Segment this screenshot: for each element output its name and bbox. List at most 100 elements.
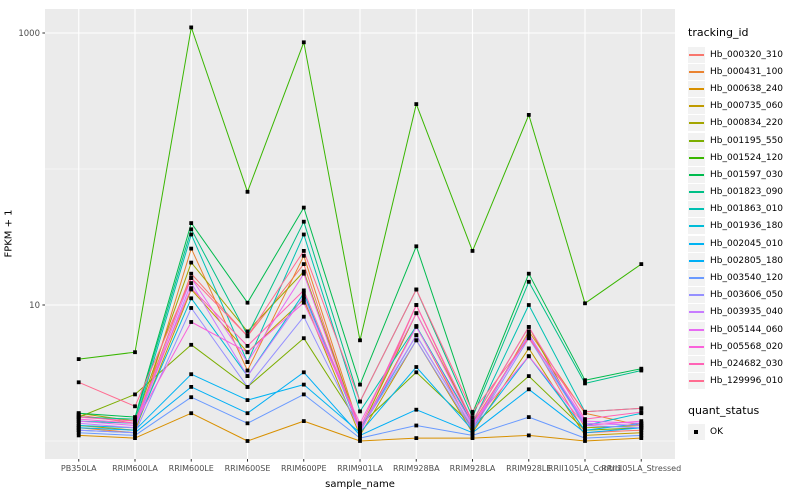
data-point bbox=[414, 407, 419, 412]
data-point bbox=[526, 354, 531, 359]
legend-item-label: Hb_002805_180 bbox=[710, 255, 784, 266]
data-point bbox=[301, 219, 306, 224]
data-point bbox=[245, 344, 250, 348]
legend-key-line-icon bbox=[689, 311, 704, 314]
data-point bbox=[301, 336, 306, 341]
legend-key bbox=[688, 287, 705, 304]
data-point bbox=[414, 244, 419, 249]
legend-key-line-icon bbox=[689, 139, 704, 142]
data-point bbox=[526, 325, 531, 329]
data-point bbox=[358, 436, 362, 440]
x-tick-label: RRIM928LE bbox=[506, 464, 551, 473]
y-tick-label: 1000 bbox=[18, 29, 40, 39]
data-point bbox=[301, 269, 306, 274]
data-point bbox=[301, 205, 306, 210]
data-point bbox=[301, 232, 306, 237]
x-axis-title: sample_name bbox=[325, 479, 395, 490]
data-point bbox=[189, 320, 194, 324]
data-point bbox=[76, 413, 81, 417]
data-point bbox=[245, 398, 250, 402]
data-point bbox=[358, 428, 362, 433]
data-point bbox=[301, 300, 306, 305]
data-point bbox=[301, 297, 306, 302]
data-point bbox=[76, 357, 81, 361]
data-point bbox=[76, 421, 81, 426]
data-point bbox=[526, 332, 531, 337]
data-point bbox=[245, 421, 250, 426]
data-point bbox=[526, 433, 531, 438]
legend-item-Hb_005144_060: Hb_005144_060 bbox=[688, 321, 800, 338]
legend-key bbox=[688, 46, 705, 63]
data-point bbox=[526, 415, 531, 419]
legend-item-label: Hb_000834_220 bbox=[710, 118, 784, 129]
legend-key-line-icon bbox=[689, 173, 704, 176]
legend-key-line-icon bbox=[689, 191, 704, 194]
x-tick-label: RRIM928BA bbox=[393, 464, 440, 473]
data-point bbox=[245, 374, 250, 378]
data-point bbox=[358, 433, 362, 438]
data-point bbox=[133, 428, 137, 433]
data-point bbox=[639, 421, 644, 426]
legend-item-Hb_005568_020: Hb_005568_020 bbox=[688, 338, 800, 355]
legend-item-label: Hb_001863_010 bbox=[710, 204, 784, 215]
data-point bbox=[189, 306, 194, 310]
legend-items: Hb_000320_310 Hb_000431_100 Hb_000638_240 H… bbox=[688, 46, 800, 390]
data-point bbox=[583, 423, 587, 428]
x-tick-label: RRIM901LA bbox=[337, 464, 383, 473]
data-point bbox=[583, 433, 587, 438]
data-point bbox=[583, 409, 587, 414]
legend-key bbox=[688, 201, 705, 218]
legend-item-label: Hb_003540_120 bbox=[710, 273, 784, 284]
legend-item-label: Hb_129996_010 bbox=[710, 376, 784, 387]
data-point bbox=[526, 346, 531, 351]
data-point bbox=[358, 382, 362, 387]
legend-key bbox=[688, 218, 705, 235]
legend-item-label: Hb_005144_060 bbox=[710, 324, 784, 335]
data-point bbox=[470, 428, 475, 433]
data-point bbox=[526, 334, 531, 339]
legend-key bbox=[688, 355, 705, 372]
data-point bbox=[470, 423, 475, 428]
data-point bbox=[358, 399, 362, 404]
legend-item-Hb_003606_050: Hb_003606_050 bbox=[688, 287, 800, 304]
data-point bbox=[301, 314, 306, 319]
legend-item-label: Hb_001195_550 bbox=[710, 135, 784, 146]
data-point bbox=[414, 303, 419, 307]
data-point bbox=[639, 262, 644, 266]
data-point bbox=[639, 436, 644, 440]
legend-key-line-icon bbox=[689, 328, 704, 331]
data-point bbox=[301, 294, 306, 299]
data-point bbox=[189, 281, 194, 285]
data-point bbox=[470, 421, 475, 426]
legend-item-Hb_000735_060: Hb_000735_060 bbox=[688, 98, 800, 115]
data-point bbox=[583, 436, 587, 440]
legend-key-line-icon bbox=[689, 242, 704, 245]
legend-key bbox=[688, 270, 705, 287]
legend-item-Hb_002805_180: Hb_002805_180 bbox=[688, 252, 800, 269]
data-point bbox=[189, 232, 194, 237]
data-point bbox=[189, 260, 194, 265]
data-point bbox=[133, 415, 137, 419]
legend-key-line-icon bbox=[689, 380, 704, 383]
data-point bbox=[301, 262, 306, 266]
data-point bbox=[583, 421, 587, 426]
legend-item-label: Hb_003606_050 bbox=[710, 290, 784, 301]
legend-item-Hb_003540_120: Hb_003540_120 bbox=[688, 269, 800, 287]
data-point bbox=[639, 428, 644, 433]
legend-item-Hb_003935_040: Hb_003935_040 bbox=[688, 304, 800, 321]
data-point bbox=[583, 419, 587, 423]
data-point bbox=[358, 430, 362, 435]
data-point bbox=[583, 428, 587, 433]
data-point bbox=[189, 286, 194, 291]
legend-item-label: Hb_000320_310 bbox=[710, 49, 784, 60]
data-point bbox=[358, 423, 362, 428]
data-point bbox=[133, 421, 137, 426]
legend-title-tracking-id: tracking_id bbox=[688, 26, 749, 39]
data-point bbox=[76, 425, 81, 430]
data-point bbox=[639, 433, 644, 438]
data-point bbox=[301, 271, 306, 276]
legend-key-line-icon bbox=[689, 53, 704, 56]
legend-key bbox=[688, 132, 705, 149]
data-point bbox=[189, 276, 194, 280]
